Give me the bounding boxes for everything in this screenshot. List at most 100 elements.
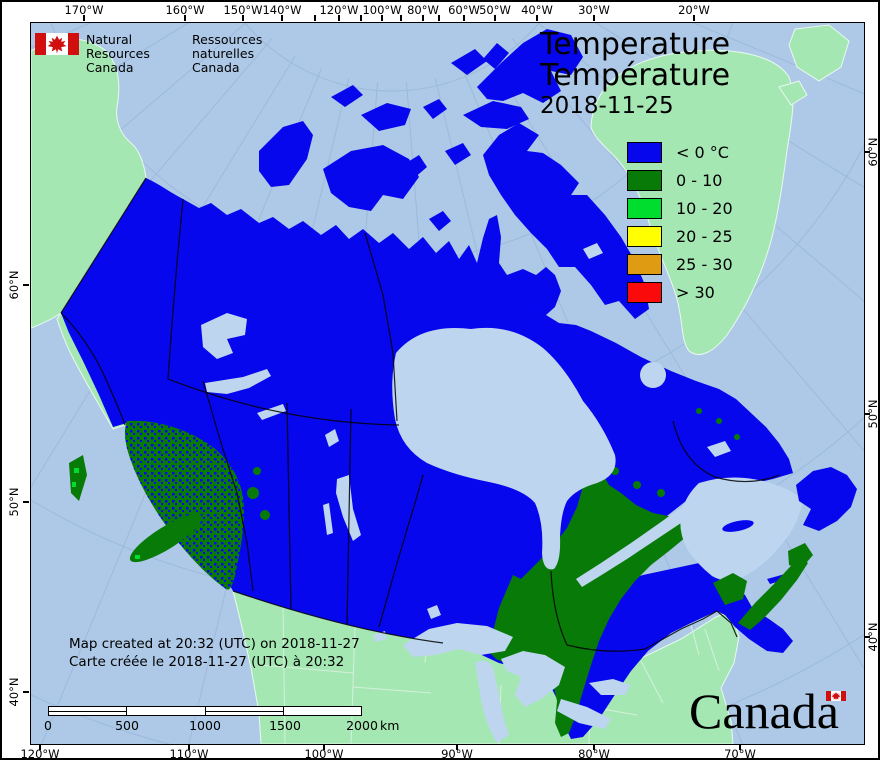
longitude-label-bottom: 70°W	[724, 747, 756, 760]
longitude-label-top: 170°W	[64, 3, 104, 17]
nrcan-signature: Natural Resources Canada Ressources natur…	[35, 33, 322, 75]
axis-tick	[593, 15, 595, 21]
scale-tick-label: 1500	[269, 718, 301, 733]
axis-tick	[23, 501, 29, 503]
title-date: 2018-11-25	[540, 93, 674, 119]
ungava-bay	[640, 362, 666, 388]
haida-gwaii	[69, 455, 87, 501]
legend-swatch	[627, 141, 662, 163]
legend-swatch	[627, 197, 662, 219]
longitude-label-top: 50°W	[479, 3, 511, 17]
nrcan-text-fr: Ressources naturelles Canada	[192, 32, 263, 75]
scale-tick-label: 0	[44, 718, 52, 733]
axis-tick	[693, 15, 695, 21]
anticosti	[722, 520, 754, 532]
axis-tick	[188, 744, 190, 750]
lake-ontario	[589, 679, 631, 695]
legend-label: > 30	[676, 282, 715, 302]
lake-erie	[557, 699, 611, 729]
axis-tick	[83, 15, 85, 21]
legend-row: 20 - 25	[627, 222, 733, 250]
canada-flag-icon	[35, 33, 79, 55]
st-lawrence-river	[576, 496, 708, 587]
legend-label: 25 - 30	[676, 254, 733, 274]
lake-athabasca	[257, 404, 286, 420]
latitude-label-left: 50°N	[7, 487, 21, 517]
legend-row: < 0 °C	[627, 138, 733, 166]
arctic-islands	[259, 29, 649, 349]
greenland-ne-island	[788, 24, 850, 82]
title-en: Temperature	[540, 27, 731, 62]
axis-tick	[739, 744, 741, 750]
legend-swatch	[627, 225, 662, 247]
scale-tick-label: 2000	[346, 718, 378, 733]
creation-note-fr: Carte créée le 2018-11-27 (UTC) à 20:32	[69, 654, 345, 670]
legend-label: 10 - 20	[676, 198, 733, 218]
legend-swatch	[627, 281, 662, 303]
axis-tick	[323, 744, 325, 750]
longitude-label-bottom: 110°W	[169, 747, 209, 760]
island-small	[778, 80, 808, 106]
temperature-legend: < 0 °C 0 - 10 10 - 20 20 - 25 25 - 30 > 30	[627, 138, 733, 306]
legend-swatch	[627, 253, 662, 275]
coastal-islands	[69, 455, 857, 630]
hudson-bay	[392, 327, 616, 570]
longitude-label-top: 120°W	[319, 3, 359, 17]
axis-tick	[400, 15, 402, 21]
longitude-label-bottom: 100°W	[304, 747, 344, 760]
title-fr: Température	[540, 58, 731, 93]
longitude-label-top: 160°W	[165, 3, 205, 17]
axis-tick	[23, 284, 29, 286]
scale-tick-label: 500	[115, 718, 139, 733]
longitude-label-top: 20°W	[678, 3, 710, 17]
lake-superior	[403, 623, 513, 657]
longitude-label-top: 150°W	[223, 3, 263, 17]
axis-tick	[23, 691, 29, 693]
map-title: Temperature Température 2018-11-25	[540, 29, 730, 119]
longitude-label-top: 80°W	[407, 3, 439, 17]
great-slave-lake	[205, 369, 271, 394]
longitude-label-top: 60°W	[448, 3, 480, 17]
new-brunswick-mild	[713, 573, 747, 605]
bc-mild-zone	[124, 420, 270, 590]
axis-tick	[242, 15, 244, 21]
axis-tick	[184, 15, 186, 21]
canada-temperature-map	[31, 23, 864, 744]
longitude-label-top: 40°W	[521, 3, 553, 17]
newfoundland	[796, 467, 857, 531]
cape-breton	[788, 543, 813, 569]
scale-bar	[48, 706, 362, 716]
lake-michigan	[475, 660, 509, 743]
longitude-label-top: 100°W	[362, 3, 402, 17]
great-bear-lake	[201, 313, 247, 359]
axis-tick	[463, 15, 465, 21]
latitude-label-right: 50°N	[866, 399, 880, 429]
scale-unit-label: km	[380, 718, 400, 733]
axis-tick	[593, 744, 595, 750]
creation-note: Map created at 20:32 (UTC) on 2018-11-27…	[69, 635, 360, 671]
legend-row: > 30	[627, 278, 733, 306]
borders	[60, 177, 780, 652]
nrcan-text-en: Natural Resources Canada	[86, 32, 150, 75]
canada-wordmark: Canada	[689, 683, 839, 739]
longitude-label-top: 140°W	[262, 3, 302, 17]
legend-swatch	[627, 169, 662, 191]
nova-scotia	[738, 557, 808, 630]
wordmark-flag-icon	[826, 691, 846, 701]
creation-note-en: Map created at 20:32 (UTC) on 2018-11-27	[69, 636, 360, 652]
axis-tick	[494, 15, 496, 21]
axis-tick	[864, 636, 870, 638]
vancouver-island	[129, 513, 203, 563]
legend-label: 20 - 25	[676, 226, 733, 246]
axis-tick	[456, 744, 458, 750]
latitude-label-right: 40°N	[866, 622, 880, 652]
legend-row: 0 - 10	[627, 166, 733, 194]
legend-label: < 0 °C	[676, 142, 729, 162]
longitude-label-bottom: 80°W	[578, 747, 610, 760]
map-frame	[30, 22, 865, 745]
axis-tick	[864, 151, 870, 153]
maple-leaf-icon	[47, 35, 67, 54]
axis-tick	[314, 15, 316, 21]
latitude-label-left: 60°N	[7, 270, 21, 300]
